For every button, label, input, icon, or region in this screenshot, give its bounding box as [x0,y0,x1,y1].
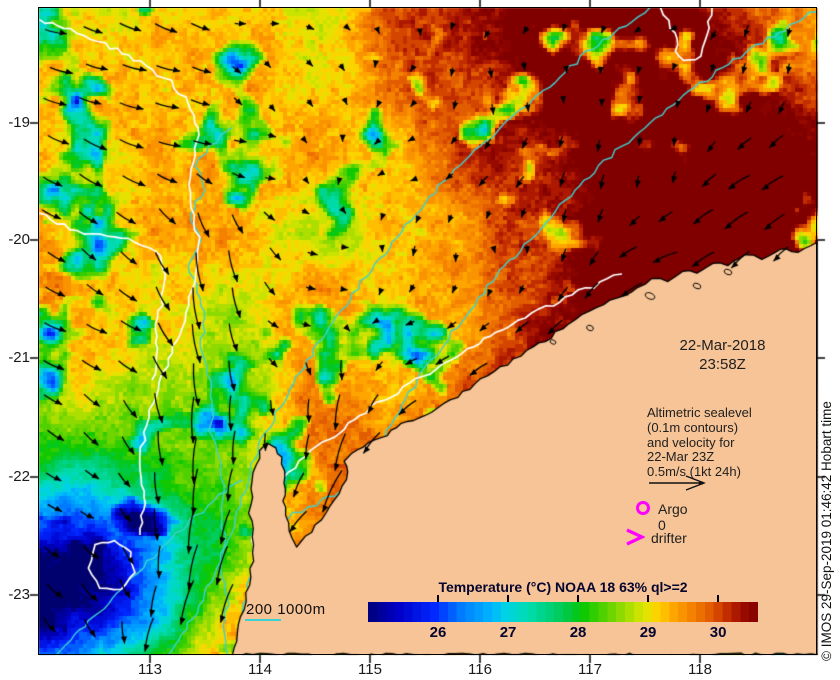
colorbar-tick-label: 27 [499,624,517,641]
map-frame [38,7,817,655]
lon-label: 117 [578,661,602,678]
drifter-marker-icon [626,528,645,546]
colorbar-title: Temperature (°C) NOAA 18 63% ql>=2 [438,579,688,595]
bathymetry-legend-label: 200 1000m [246,601,326,618]
colorbar-tick [717,595,720,602]
lon-label: 113 [138,661,162,678]
legend-line: Altimetric sealevel [647,405,752,420]
drifter-label: drifter [651,530,687,546]
lat-label: -23 [8,586,30,603]
altimetry-legend: Altimetric sealevel (0.1m contours) and … [647,405,752,480]
colorbar-tick [647,595,650,602]
colorbar-tick-label: 26 [429,624,447,641]
lat-label: -22 [8,468,30,485]
colorbar-tick [577,595,580,602]
legend-line: 22-Mar 23Z [647,449,715,465]
colorbar-tick-label: 29 [639,624,657,641]
legend-line: (0.1m contours) [647,419,739,435]
lon-label: 114 [248,661,272,678]
legend-line: 0.5m/s (1kt 24h) [647,464,741,480]
colorbar-tick [437,595,440,602]
lon-label: 115 [358,661,382,678]
timestamp-block: 22-Mar-2018 23:58Z [650,336,795,374]
argo-marker-icon [636,501,650,515]
lon-label: 118 [688,661,712,678]
argo-label: Argo 0 [658,501,688,533]
lon-label: 116 [468,661,492,678]
bathymetry-legend-line [245,619,281,621]
date-text: 22-Mar-2018 [679,337,766,354]
lat-label: -19 [8,114,30,131]
velocity-scale-arrow [649,475,706,491]
colorbar-tick-label: 30 [709,624,727,641]
colorbar-tick-label: 28 [569,624,587,641]
credit-watermark: © IMOS 29-Sep-2019 01:46:42 Hobart time [819,401,834,661]
time-text: 23:58Z [699,356,746,373]
colorbar-tick [507,595,510,602]
legend-line: and velocity for [647,434,735,450]
colorbar-gradient [368,602,758,622]
lat-label: -21 [8,349,30,366]
lat-label: -20 [8,231,30,248]
